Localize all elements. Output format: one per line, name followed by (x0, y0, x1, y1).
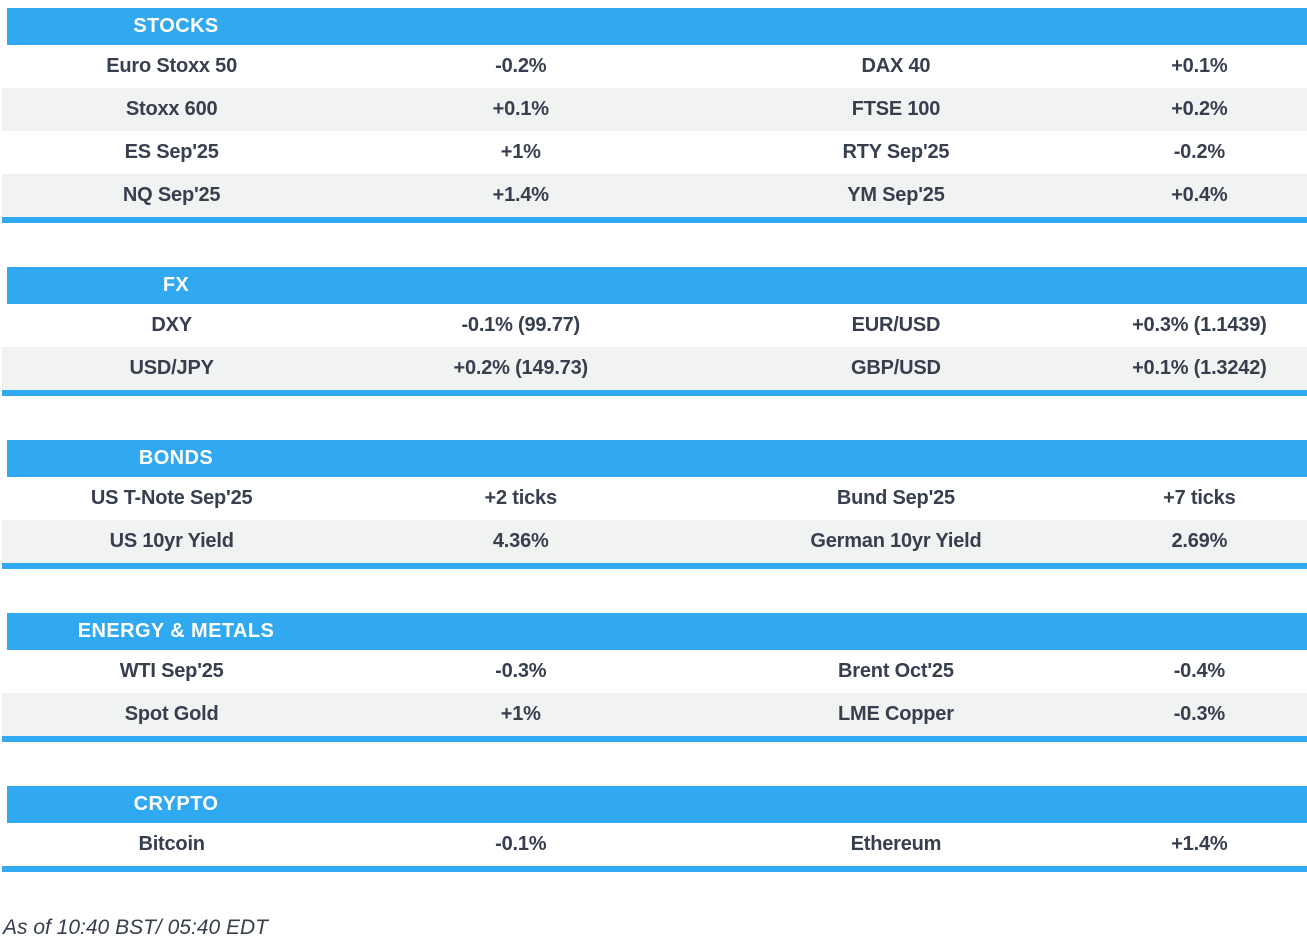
table-row: Euro Stoxx 50 -0.2% DAX 40 +0.1% (2, 45, 1307, 88)
instrument-value: -0.2% (495, 55, 547, 77)
instrument-name: Spot Gold (124, 703, 219, 725)
section-header-bonds: BONDS (7, 440, 1307, 477)
instrument-name: Brent Oct'25 (838, 660, 954, 682)
instrument-value: +0.1% (1171, 55, 1228, 77)
instrument-value: 2.69% (1171, 530, 1228, 552)
section-header-crypto: CRYPTO (7, 786, 1307, 823)
table-row: ES Sep'25 +1% RTY Sep'25 -0.2% (2, 131, 1307, 174)
instrument-name: US 10yr Yield (109, 530, 234, 552)
instrument-value: +0.3% (1.1439) (1132, 314, 1267, 336)
instrument-name: NQ Sep'25 (122, 184, 221, 206)
table-row: Spot Gold +1% LME Copper -0.3% (2, 693, 1307, 736)
instrument-value: +0.2% (149.73) (453, 357, 588, 379)
instrument-name: EUR/USD (851, 314, 941, 336)
instrument-name: FTSE 100 (851, 98, 941, 120)
instrument-value: +1.4% (1171, 833, 1228, 855)
section-fx: FX DXY -0.1% (99.77) EUR/USD +0.3% (1.14… (2, 267, 1307, 396)
section-stocks: STOCKS Euro Stoxx 50 -0.2% DAX 40 +0.1% … (2, 8, 1307, 223)
section-title: FX (162, 274, 190, 296)
instrument-value: +2 ticks (484, 487, 558, 509)
instrument-value: -0.1% (495, 833, 547, 855)
instrument-value: +0.2% (1171, 98, 1228, 120)
instrument-value: -0.1% (99.77) (461, 314, 581, 336)
section-bonds: BONDS US T-Note Sep'25 +2 ticks Bund Sep… (2, 440, 1307, 569)
instrument-value: 4.36% (492, 530, 549, 552)
instrument-name: DXY (151, 314, 192, 336)
table-row: US T-Note Sep'25 +2 ticks Bund Sep'25 +7… (2, 477, 1307, 520)
instrument-value: +0.1% (1.3242) (1132, 357, 1267, 379)
instrument-value: +1% (500, 703, 541, 725)
section-header-energy-metals: ENERGY & METALS (7, 613, 1307, 650)
instrument-value: -0.3% (1173, 703, 1225, 725)
instrument-value: +7 ticks (1163, 487, 1236, 509)
table-row: Stoxx 600 +0.1% FTSE 100 +0.2% (2, 88, 1307, 131)
instrument-value: -0.2% (1173, 141, 1225, 163)
instrument-name: USD/JPY (129, 357, 214, 379)
instrument-name: Bund Sep'25 (836, 487, 955, 509)
instrument-value: +1% (500, 141, 541, 163)
section-title: ENERGY & METALS (77, 620, 275, 642)
instrument-name: YM Sep'25 (847, 184, 945, 206)
table-row: DXY -0.1% (99.77) EUR/USD +0.3% (1.1439) (2, 304, 1307, 347)
instrument-value: +0.4% (1171, 184, 1228, 206)
instrument-name: LME Copper (838, 703, 954, 725)
section-header-fx: FX (7, 267, 1307, 304)
section-title: BONDS (138, 447, 214, 469)
instrument-name: GBP/USD (851, 357, 941, 379)
instrument-name: RTY Sep'25 (842, 141, 950, 163)
instrument-value: +1.4% (492, 184, 549, 206)
instrument-value: -0.3% (495, 660, 547, 682)
instrument-name: Stoxx 600 (125, 98, 218, 120)
instrument-name: German 10yr Yield (810, 530, 982, 552)
section-title: STOCKS (133, 15, 219, 37)
instrument-name: WTI Sep'25 (119, 660, 224, 682)
table-row: Bitcoin -0.1% Ethereum +1.4% (2, 823, 1307, 866)
table-row: WTI Sep'25 -0.3% Brent Oct'25 -0.4% (2, 650, 1307, 693)
instrument-name: US T-Note Sep'25 (90, 487, 253, 509)
instrument-value: +0.1% (492, 98, 549, 120)
section-header-stocks: STOCKS (7, 8, 1307, 45)
instrument-value: -0.4% (1173, 660, 1225, 682)
section-title: CRYPTO (133, 793, 219, 815)
instrument-name: Euro Stoxx 50 (106, 55, 238, 77)
as-of-timestamp: As of 10:40 BST/ 05:40 EDT (3, 916, 268, 939)
instrument-name: Bitcoin (138, 833, 205, 855)
instrument-name: DAX 40 (861, 55, 931, 77)
instrument-name: ES Sep'25 (124, 141, 219, 163)
table-row: US 10yr Yield 4.36% German 10yr Yield 2.… (2, 520, 1307, 563)
table-row: USD/JPY +0.2% (149.73) GBP/USD +0.1% (1.… (2, 347, 1307, 390)
table-row: NQ Sep'25 +1.4% YM Sep'25 +0.4% (2, 174, 1307, 217)
section-crypto: CRYPTO Bitcoin -0.1% Ethereum +1.4% (2, 786, 1307, 872)
instrument-name: Ethereum (850, 833, 942, 855)
section-energy-metals: ENERGY & METALS WTI Sep'25 -0.3% Brent O… (2, 613, 1307, 742)
